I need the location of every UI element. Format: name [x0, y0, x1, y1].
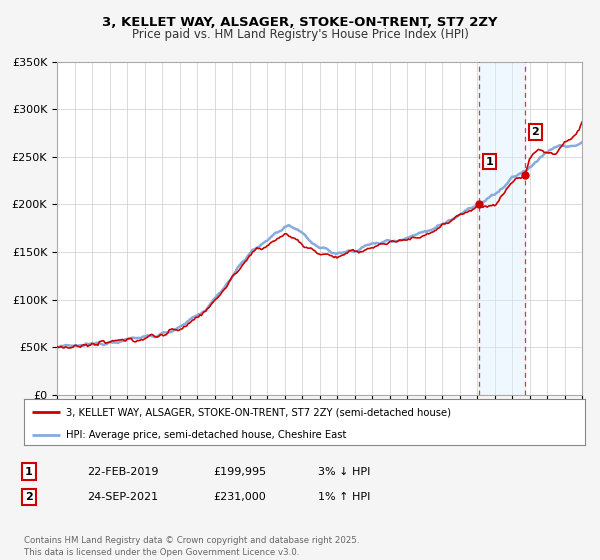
- Text: 1: 1: [25, 466, 32, 477]
- Text: 1: 1: [486, 157, 493, 166]
- Text: £231,000: £231,000: [213, 492, 266, 502]
- Text: 24-SEP-2021: 24-SEP-2021: [87, 492, 158, 502]
- Text: 3, KELLET WAY, ALSAGER, STOKE-ON-TRENT, ST7 2ZY: 3, KELLET WAY, ALSAGER, STOKE-ON-TRENT, …: [102, 16, 498, 29]
- Text: Price paid vs. HM Land Registry's House Price Index (HPI): Price paid vs. HM Land Registry's House …: [131, 28, 469, 41]
- Text: 2: 2: [25, 492, 32, 502]
- Text: HPI: Average price, semi-detached house, Cheshire East: HPI: Average price, semi-detached house,…: [66, 430, 346, 440]
- Bar: [479, 62, 525, 395]
- Text: 3% ↓ HPI: 3% ↓ HPI: [318, 466, 370, 477]
- Text: £199,995: £199,995: [213, 466, 266, 477]
- Text: 22-FEB-2019: 22-FEB-2019: [87, 466, 158, 477]
- Text: Contains HM Land Registry data © Crown copyright and database right 2025.
This d: Contains HM Land Registry data © Crown c…: [24, 536, 359, 557]
- Text: 1% ↑ HPI: 1% ↑ HPI: [318, 492, 370, 502]
- Text: 3, KELLET WAY, ALSAGER, STOKE-ON-TRENT, ST7 2ZY (semi-detached house): 3, KELLET WAY, ALSAGER, STOKE-ON-TRENT, …: [66, 407, 451, 417]
- Text: 2: 2: [532, 127, 539, 137]
